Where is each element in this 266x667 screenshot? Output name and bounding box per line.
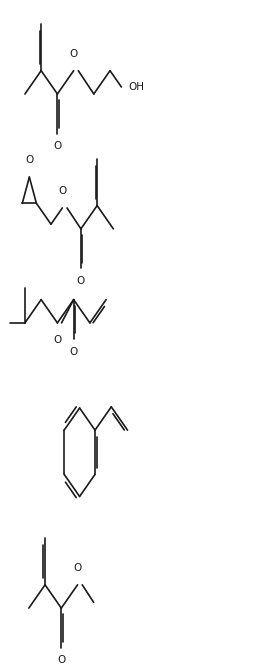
Text: O: O xyxy=(53,141,61,151)
Text: O: O xyxy=(69,49,78,59)
Text: OH: OH xyxy=(128,82,144,92)
Text: O: O xyxy=(77,276,85,286)
Text: O: O xyxy=(57,656,65,666)
Text: O: O xyxy=(73,563,82,573)
Text: O: O xyxy=(69,347,78,357)
Text: O: O xyxy=(58,186,66,196)
Text: O: O xyxy=(25,155,34,165)
Text: O: O xyxy=(53,335,61,345)
